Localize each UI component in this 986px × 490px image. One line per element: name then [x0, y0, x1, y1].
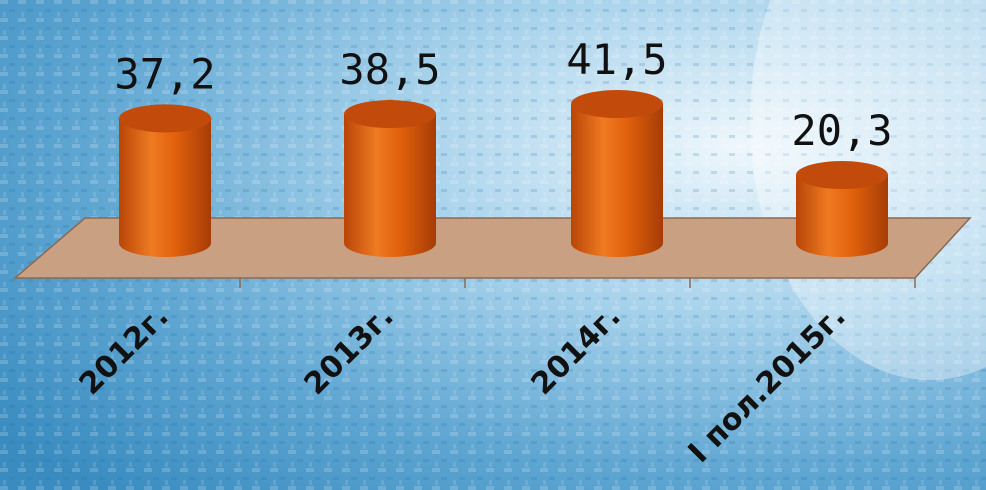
bar-body	[344, 114, 436, 258]
bar-top	[571, 90, 663, 118]
bar-top	[119, 104, 211, 133]
value-label: 41,5	[566, 35, 667, 84]
bar-body	[796, 175, 888, 257]
bar-top	[796, 161, 888, 190]
bar-body	[119, 118, 211, 258]
value-label: 38,5	[339, 45, 440, 94]
value-label: 20,3	[791, 106, 892, 155]
bar-1	[119, 104, 211, 258]
bars-group	[119, 90, 888, 258]
value-label: 37,2	[114, 49, 215, 98]
bar-top	[344, 100, 436, 129]
bar-body	[571, 104, 663, 257]
chart-floor	[12, 217, 972, 288]
bar-4	[796, 161, 888, 257]
bar-2	[344, 100, 436, 258]
bar-3	[571, 90, 663, 257]
